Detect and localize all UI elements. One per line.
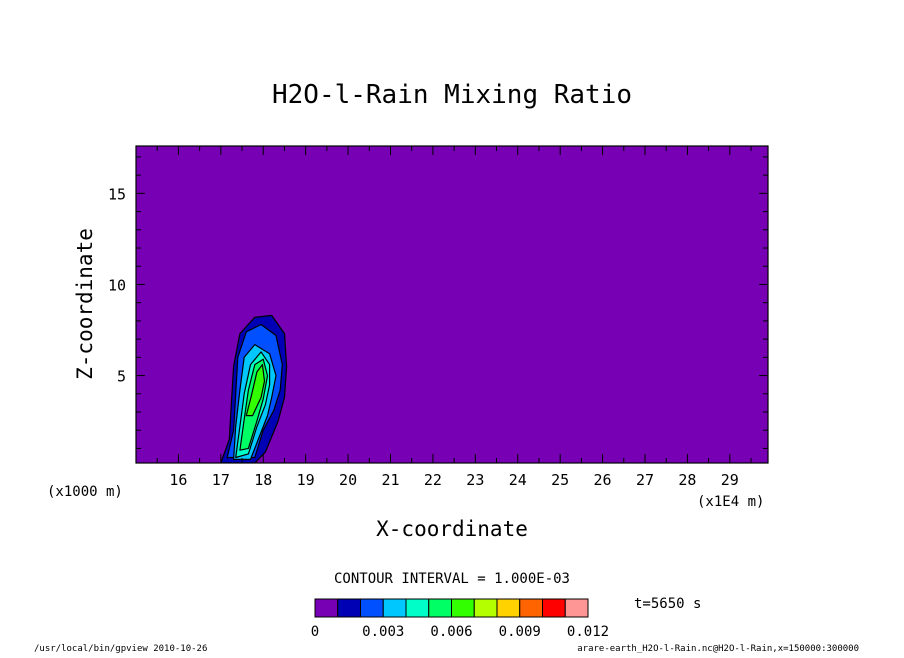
colorbar-segment	[496, 598, 521, 618]
x-tick-label: 25	[551, 471, 569, 489]
contour-interval-label: CONTOUR INTERVAL = 1.000E-03	[334, 571, 570, 587]
x-tick-label: 19	[297, 471, 315, 489]
colorbar-segment	[428, 598, 452, 618]
colorbar-segment	[564, 598, 589, 618]
y-unit-label: (x1000 m)	[47, 484, 123, 500]
footer-right: arare-earth_H2O-l-Rain.nc@H2O-l-Rain,x=1…	[577, 644, 859, 654]
x-tick-label: 20	[339, 471, 357, 489]
x-tick-label: 24	[509, 471, 527, 489]
x-tick-label: 23	[466, 471, 484, 489]
contour-0.006	[245, 364, 266, 417]
colorbar-segment	[519, 598, 543, 618]
plot-frame	[135, 145, 769, 464]
x-tick-label: 28	[678, 471, 696, 489]
colorbar-tick-label: 0.012	[567, 624, 609, 640]
colorbar-segment	[382, 598, 407, 618]
colorbar-segment	[314, 598, 339, 618]
colorbar-segment	[542, 598, 566, 618]
colorbar-tick-label: 0.006	[430, 624, 472, 640]
plot-area: 16 17 18 19 20 21 22 23 24 25 26 27 28 29 5 10 15	[108, 145, 769, 489]
y-tick-label: 15	[108, 185, 126, 203]
y-tick-label: 5	[117, 368, 126, 386]
time-label: t=5650 s	[634, 596, 701, 612]
chart-title: H2O-l-Rain Mixing Ratio	[272, 80, 632, 110]
colorbar-segment	[473, 598, 498, 618]
y-tick-label: 10	[108, 276, 126, 294]
colorbar-segment	[360, 598, 384, 618]
colorbar-segment	[337, 598, 361, 618]
x-unit-label: (x1E4 m)	[697, 494, 764, 510]
contour-group	[220, 314, 288, 463]
colorbar: 0 0.003 0.006 0.009 0.012	[311, 598, 609, 640]
x-tick-label: 27	[636, 471, 654, 489]
colorbar-tick-label: 0.003	[362, 624, 404, 640]
x-tick-label: 17	[212, 471, 230, 489]
x-axis-label: X-coordinate	[376, 517, 528, 541]
x-tick-label: 18	[254, 471, 272, 489]
colorbar-segment	[405, 598, 430, 618]
x-tick-label: 22	[424, 471, 442, 489]
colorbar-segment	[451, 598, 475, 618]
colorbar-tick-label: 0	[311, 624, 319, 640]
y-axis-label: Z-coordinate	[73, 228, 97, 380]
x-tick-label: 29	[721, 471, 739, 489]
x-tick-label: 21	[381, 471, 399, 489]
x-tick-label: 26	[594, 471, 612, 489]
colorbar-tick-label: 0.009	[499, 624, 541, 640]
footer-left: /usr/local/bin/gpview 2010-10-26	[34, 644, 207, 654]
x-tick-label: 16	[169, 471, 187, 489]
